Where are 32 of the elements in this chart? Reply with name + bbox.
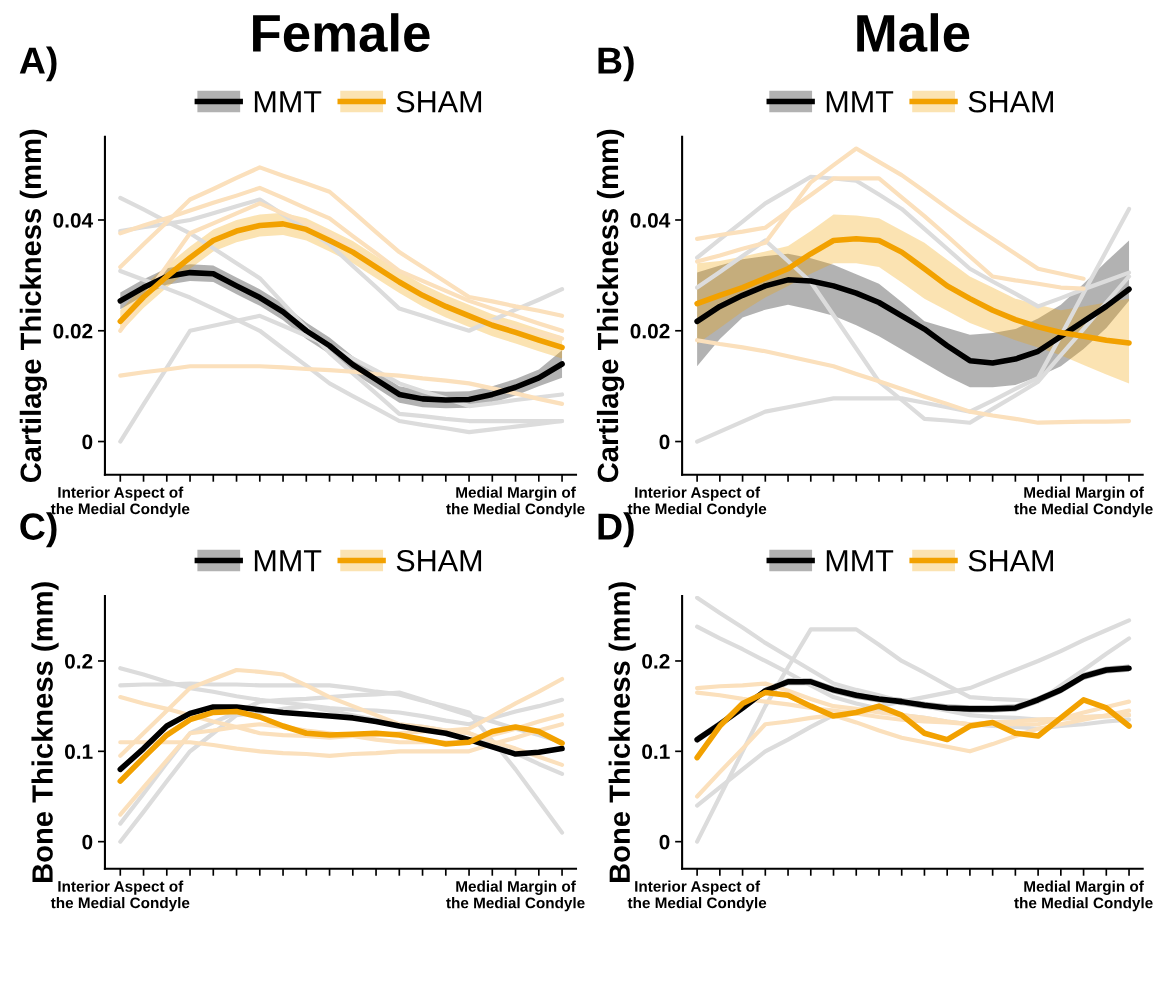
y-tick-label: 0.2: [642, 653, 670, 669]
y-tick-label: 0.04: [53, 213, 94, 228]
y-tick-label: 0: [82, 834, 93, 850]
text: B): [598, 46, 634, 82]
y-tick-label: 0.02: [53, 323, 93, 339]
chart-title: Male: [857, 13, 970, 52]
legend-label: SHAM: [396, 90, 482, 113]
y-tick-label: 0.04: [630, 213, 671, 228]
y-axis-title: Cartilage Thickness (mm): [596, 129, 625, 483]
y-tick-label: 0: [659, 434, 670, 450]
y-tick-label: 0.2: [65, 653, 93, 669]
y-tick-label: 0.1: [65, 744, 93, 760]
y-tick-label: 0.1: [642, 744, 670, 760]
legend-label: MMT: [826, 550, 894, 572]
legend-label: SHAM: [968, 549, 1053, 572]
x-tick-label: Medial Margin of the Medial Condyle: [1014, 880, 1153, 912]
text: A): [19, 46, 57, 82]
y-tick-label: 0: [82, 434, 93, 450]
x-tick-label: Medial Margin of the Medial Condyle: [446, 486, 585, 518]
y-axis-title: Cartilage Thickness (mm): [19, 129, 48, 483]
y-tick-label: 0: [659, 834, 670, 850]
legend-label: MMT: [254, 550, 322, 572]
legend-label: MMT: [826, 91, 894, 113]
legend-label: SHAM: [396, 549, 482, 572]
x-tick-label: Medial Margin of the Medial Condyle: [446, 880, 585, 912]
legend-label: MMT: [254, 91, 322, 113]
y-tick-label: 0.02: [630, 323, 670, 339]
y-axis-title: Bone Thickness (mm): [608, 582, 636, 882]
legend-label: SHAM: [968, 90, 1053, 113]
x-tick-label: Medial Margin of the Medial Condyle: [1014, 486, 1153, 518]
y-axis-title: Bone Thickness (mm): [31, 582, 59, 882]
chart-title: Female: [253, 13, 430, 52]
